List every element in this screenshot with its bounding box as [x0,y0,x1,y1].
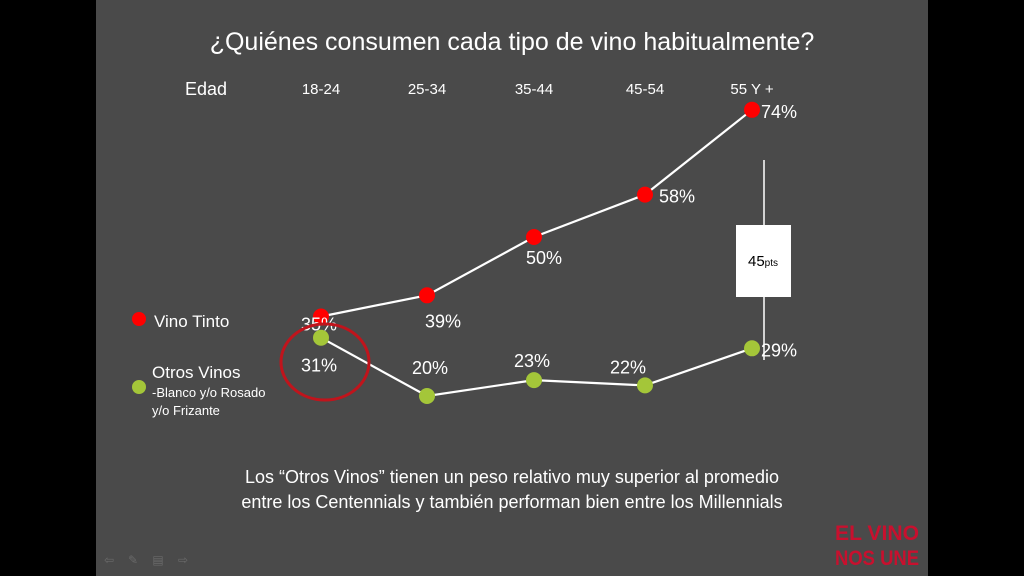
data-label: 20% [412,358,448,378]
legend-otros-sub1: -Blanco y/o Rosado [152,385,265,400]
chart-title: ¿Quiénes consumen cada tipo de vino habi… [210,28,815,56]
legend-otros-label: Otros Vinos [152,363,241,382]
data-point [313,308,329,325]
data-label: 58% [659,187,695,207]
data-point [744,340,760,357]
x-tick-label: 55 Y + [730,81,773,98]
legend-tinto-label: Vino Tinto [154,312,229,331]
data-label: 23% [514,351,550,371]
footnote-line2: entre los Centennials y también performa… [241,492,782,512]
gap-box [736,225,791,297]
x-tick-label: 18-24 [302,81,340,98]
x-tick-label: 35-44 [515,81,553,98]
data-label: 50% [526,248,562,268]
back-arrow-icon[interactable]: ⇦ [103,553,115,567]
gap-label: 45pts [748,253,778,270]
legend-otros-marker [132,380,146,394]
legend-otros-sub2: y/o Frizante [152,403,220,418]
chart: ¿Quiénes consumen cada tipo de vino habi… [132,28,919,570]
series-line-0 [320,108,753,318]
forward-arrow-icon[interactable]: ⇨ [177,553,189,567]
slides-icon[interactable]: ▤ [152,553,164,567]
data-point [419,388,435,404]
footnote-line1: Los “Otros Vinos” tienen un peso relativ… [245,467,779,487]
age-header: Edad [185,79,227,99]
data-label: 29% [761,340,797,360]
data-point [637,186,653,203]
data-point [637,377,653,394]
data-label: 22% [610,357,646,377]
data-point [419,287,435,304]
data-label: 31% [301,356,337,376]
pen-icon[interactable]: ✎ [127,553,139,567]
data-point [744,101,760,118]
data-label: 74% [761,102,797,122]
logo-line1: EL VINO [835,522,919,545]
data-point [526,372,542,389]
x-tick-label: 45-54 [626,81,664,98]
logo: EL VINO NOS UNE [835,522,919,570]
slide: ¿Quiénes consumen cada tipo de vino habi… [96,0,928,576]
x-tick-label: 25-34 [408,81,446,98]
highlight-circle [279,322,371,402]
data-label: 39% [425,311,461,331]
legend-tinto-marker [132,312,146,326]
logo-line2: NOS UNE [835,547,919,570]
data-point [313,329,329,346]
data-point [526,229,542,245]
